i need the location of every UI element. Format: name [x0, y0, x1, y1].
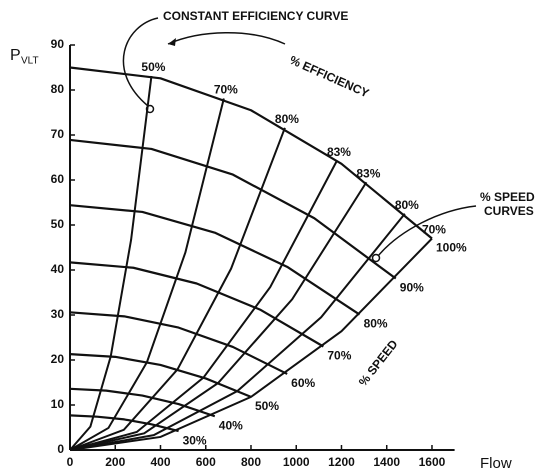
x-tick-label: 1200 — [328, 455, 355, 469]
speed-curve — [69, 204, 361, 316]
speed-label: 70% — [327, 349, 351, 363]
speed-curve — [69, 261, 324, 348]
speed-curve — [69, 66, 433, 240]
speed-curve — [69, 414, 179, 433]
y-tick-label: 40 — [51, 262, 65, 276]
efficiency-curve — [69, 98, 225, 451]
efficiency-label: 80% — [275, 112, 299, 126]
y-tick-label: 30 — [51, 307, 65, 321]
efficiency-label: 80% — [395, 198, 419, 212]
speed-label: 40% — [219, 418, 243, 432]
efficiency-label: 70% — [422, 223, 446, 237]
efficiency-label: 83% — [356, 166, 380, 180]
x-tick-label: 200 — [105, 455, 125, 469]
y-tick-label: 0 — [57, 442, 64, 456]
y-tick-label: 50 — [51, 217, 65, 231]
x-tick-label: 0 — [67, 455, 74, 469]
x-tick-label: 400 — [150, 455, 170, 469]
y-axis-label: P — [10, 47, 21, 64]
annotation: CURVES — [484, 204, 534, 218]
arrow — [377, 205, 477, 257]
efficiency-label: 70% — [214, 83, 238, 97]
annotation: % EFFICIENCY — [287, 53, 371, 101]
y-tick-label: 20 — [51, 352, 65, 366]
speed-curve — [69, 311, 288, 375]
annotation: CONSTANT EFFICIENCY CURVE — [163, 9, 348, 23]
speed-curve — [69, 387, 216, 418]
efficiency-curve — [69, 75, 153, 451]
arrow — [167, 32, 286, 45]
efficiency-curve — [69, 181, 368, 451]
x-tick-label: 600 — [196, 455, 216, 469]
arrow — [122, 17, 159, 107]
y-tick-label: 70 — [51, 127, 65, 141]
speed-curve — [69, 353, 252, 398]
marker — [371, 253, 381, 263]
speed-curve — [69, 138, 397, 280]
efficiency-label: 83% — [327, 145, 351, 159]
x-axis-label: Flow — [480, 455, 512, 472]
y-tick-label: 10 — [51, 397, 65, 411]
efficiency-curve — [69, 127, 286, 451]
arrow-head — [168, 38, 176, 46]
speed-label: 30% — [183, 433, 207, 447]
y-axis-label-sub: VLT — [21, 56, 39, 67]
y-tick-label: 60 — [51, 172, 65, 186]
speed-label: 60% — [291, 376, 315, 390]
efficiency-curve — [69, 213, 406, 451]
y-tick-label: 80 — [51, 82, 65, 96]
speed-label: 50% — [255, 399, 279, 413]
efficiency-curve — [69, 160, 338, 451]
x-tick-label: 1000 — [283, 455, 310, 469]
x-tick-label: 1400 — [373, 455, 400, 469]
efficiency-label: 50% — [141, 60, 165, 74]
speed-label: 90% — [400, 281, 424, 295]
y-tick-label: 90 — [51, 37, 65, 51]
x-tick-label: 1600 — [419, 455, 446, 469]
speed-label: 100% — [436, 241, 467, 255]
efficiency-curve — [69, 237, 433, 451]
x-tick-label: 800 — [241, 455, 261, 469]
annotation: % SPEED — [480, 190, 535, 204]
annotation: % SPEED — [356, 337, 401, 389]
speed-label: 80% — [364, 317, 388, 331]
